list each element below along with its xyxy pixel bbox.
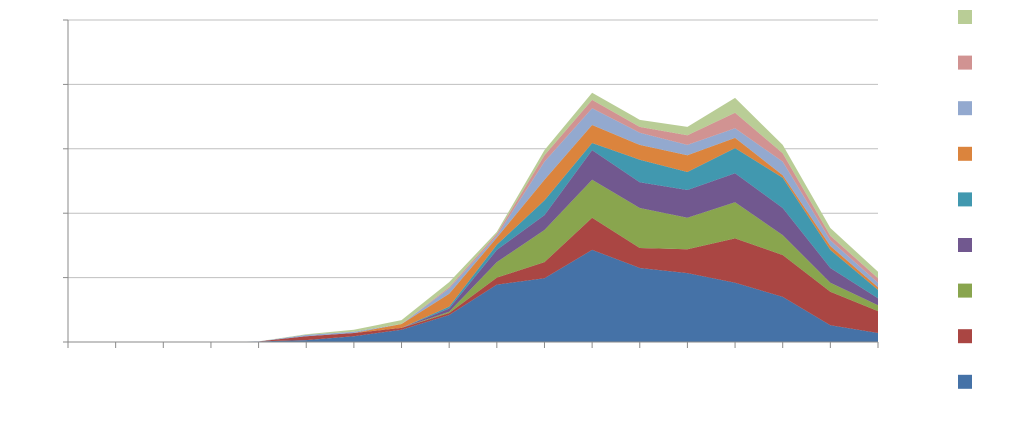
legend-swatch	[958, 374, 972, 389]
legend-swatch	[958, 10, 972, 24]
area	[68, 249, 878, 342]
legend-swatch	[958, 329, 972, 344]
legend-swatch	[958, 146, 972, 161]
area	[68, 150, 878, 342]
legend-swatch	[958, 101, 972, 116]
legend-swatch	[958, 55, 972, 70]
legend-swatch	[958, 192, 972, 207]
legend-swatch	[958, 238, 972, 252]
area	[68, 179, 878, 342]
legend-swatch	[958, 283, 972, 298]
